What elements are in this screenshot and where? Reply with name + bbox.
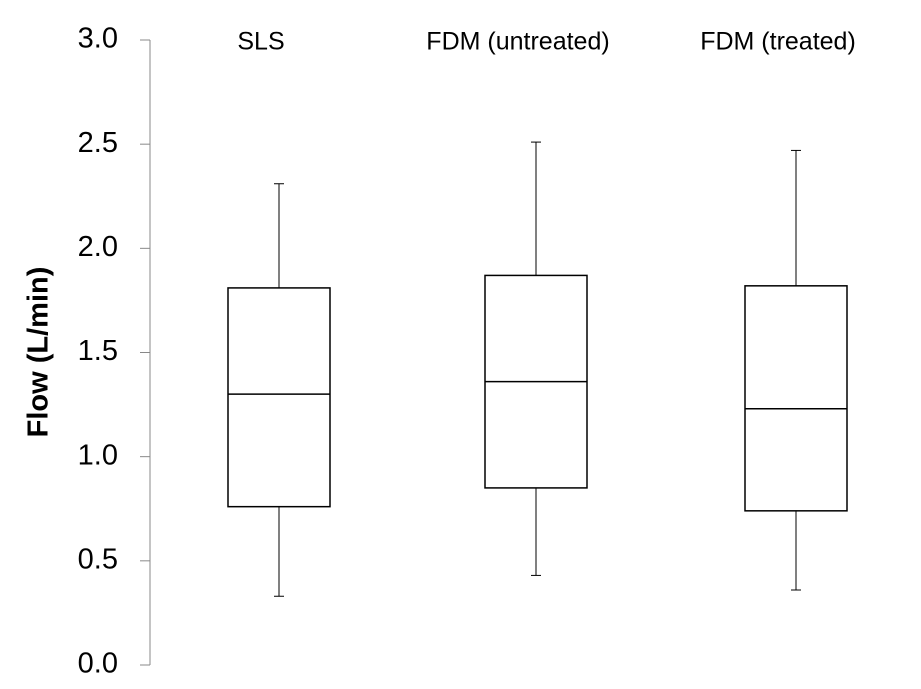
y-tick-label: 0.5 — [78, 543, 118, 575]
y-tick-label: 2.0 — [78, 231, 118, 263]
y-tick-label: 0.0 — [78, 648, 118, 680]
y-tick-label: 1.0 — [78, 439, 118, 471]
y-tick-label: 2.5 — [78, 127, 118, 159]
y-tick-label: 3.0 — [78, 23, 118, 55]
category-label: SLS — [237, 28, 284, 56]
y-axis-title: Flow (L/min) — [23, 267, 55, 438]
y-tick-label: 1.5 — [78, 335, 118, 367]
category-label: FDM (treated) — [700, 28, 856, 56]
category-label: FDM (untreated) — [426, 28, 609, 56]
box — [744, 285, 848, 512]
box — [227, 287, 331, 508]
